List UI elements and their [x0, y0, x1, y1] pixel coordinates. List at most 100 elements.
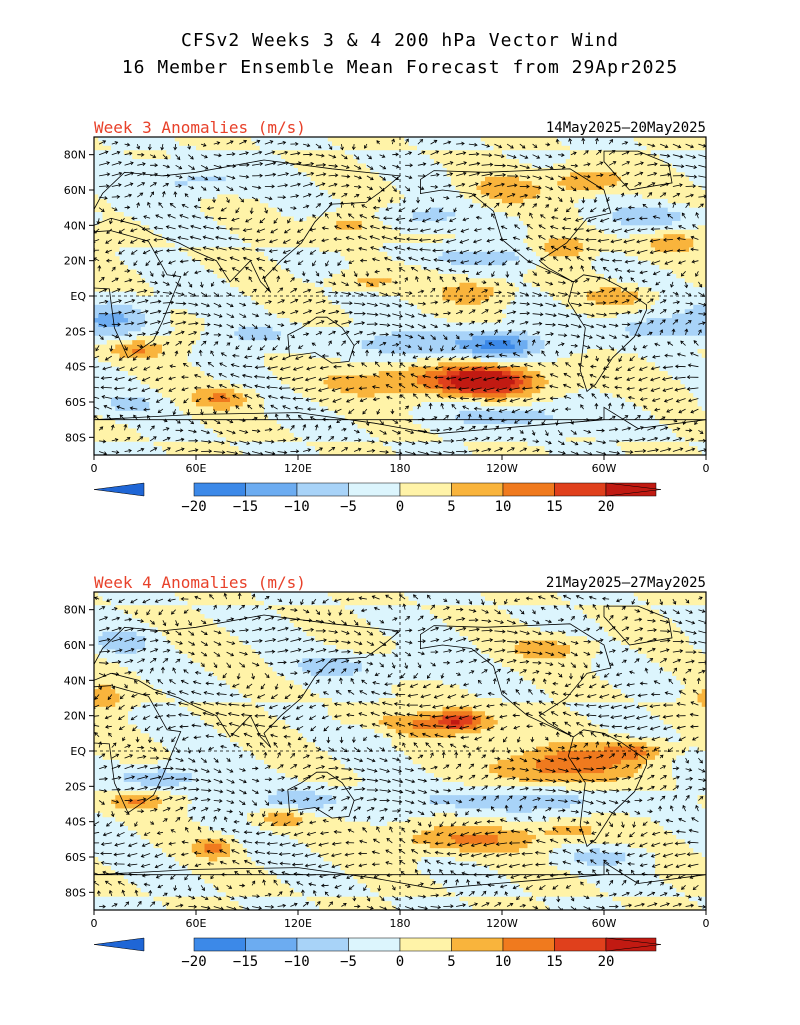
anomaly-cell — [557, 159, 563, 165]
anomaly-cell — [434, 287, 439, 293]
anomaly-cell — [621, 176, 626, 182]
anomaly-cell — [187, 198, 193, 204]
anomaly-cell — [272, 198, 278, 204]
anomaly-cell — [506, 181, 512, 187]
anomaly-cell — [357, 181, 363, 187]
anomaly-cell — [366, 190, 371, 196]
anomaly-cell — [616, 229, 622, 235]
anomaly-cell — [408, 269, 414, 275]
anomaly-cell — [145, 278, 150, 284]
anomaly-cell — [506, 247, 512, 253]
anomaly-cell — [646, 190, 652, 196]
anomaly-cell — [587, 154, 592, 160]
anomaly-cell — [383, 265, 388, 271]
anomaly-cell — [276, 234, 282, 240]
anomaly-cell — [599, 154, 605, 160]
anomaly-cell — [302, 137, 308, 143]
anomaly-cell — [281, 207, 286, 213]
anomaly-cell — [506, 220, 512, 226]
anomaly-cell — [561, 141, 567, 147]
anomaly-cell — [527, 243, 533, 249]
anomaly-cell — [701, 207, 706, 213]
anomaly-cell — [140, 150, 146, 156]
anomaly-cell — [391, 154, 397, 160]
anomaly-cell — [468, 278, 473, 284]
anomaly-cell — [633, 282, 639, 288]
anomaly-cell — [200, 207, 206, 213]
anomaly-cell — [251, 212, 257, 218]
anomaly-cell — [179, 278, 184, 284]
anomaly-cell — [680, 247, 686, 253]
anomaly-cell — [302, 181, 308, 187]
anomaly-cell — [162, 198, 167, 204]
anomaly-cell — [565, 150, 571, 156]
anomaly-cell — [111, 238, 116, 244]
anomaly-cell — [506, 190, 512, 196]
anomaly-cell — [213, 234, 218, 240]
anomaly-cell — [247, 137, 252, 143]
anomaly-cell — [629, 163, 635, 169]
anomaly-cell — [387, 167, 393, 173]
anomaly-cell — [582, 251, 588, 257]
anomaly-cell — [221, 243, 227, 249]
anomaly-cell — [659, 216, 665, 222]
anomaly-cell — [548, 229, 554, 235]
anomaly-cell — [310, 225, 316, 231]
anomaly-cell — [191, 172, 197, 178]
anomaly-cell — [459, 220, 465, 226]
anomaly-cell — [200, 137, 206, 143]
anomaly-cell — [485, 141, 490, 147]
anomaly-cell — [247, 181, 252, 187]
anomaly-cell — [480, 287, 486, 293]
anomaly-cell — [285, 256, 291, 262]
anomaly-cell — [463, 154, 469, 160]
anomaly-cell — [315, 163, 320, 169]
anomaly-cell — [489, 234, 495, 240]
anomaly-cell — [642, 190, 648, 196]
anomaly-cell — [374, 203, 380, 209]
anomaly-cell — [315, 251, 320, 257]
anomaly-cell — [561, 145, 567, 151]
anomaly-cell — [289, 163, 295, 169]
anomaly-cell — [221, 172, 227, 178]
anomaly-cell — [676, 181, 682, 187]
anomaly-cell — [506, 225, 512, 231]
anomaly-cell — [697, 150, 703, 156]
anomaly-cell — [128, 137, 133, 143]
anomaly-cell — [255, 238, 261, 244]
anomaly-cell — [638, 172, 643, 178]
anomaly-cell — [234, 220, 240, 226]
anomaly-cell — [412, 282, 418, 288]
anomaly-cell — [323, 181, 329, 187]
anomaly-cell — [412, 141, 418, 147]
anomaly-cell — [557, 212, 563, 218]
anomaly-cell — [655, 256, 660, 262]
anomaly-cell — [578, 260, 584, 266]
anomaly-cell — [98, 154, 104, 160]
anomaly-cell — [191, 229, 197, 235]
anomaly-cell — [689, 256, 694, 262]
anomaly-cell — [480, 225, 486, 231]
anomaly-cell — [544, 198, 550, 204]
anomaly-cell — [485, 273, 490, 279]
anomaly-cell — [149, 273, 155, 279]
anomaly-cell — [553, 282, 558, 288]
anomaly-cell — [510, 247, 516, 253]
anomaly-cell — [697, 238, 703, 244]
anomaly-cell — [374, 212, 380, 218]
anomaly-cell — [463, 163, 469, 169]
anomaly-cell — [115, 163, 121, 169]
anomaly-cell — [204, 282, 210, 288]
anomaly-cell — [383, 137, 388, 143]
anomaly-cell — [531, 234, 537, 240]
anomaly-cell — [506, 172, 512, 178]
anomaly-cell — [145, 234, 150, 240]
anomaly-cell — [259, 287, 265, 293]
anomaly-cell — [523, 269, 529, 275]
anomaly-cell — [519, 150, 524, 156]
anomaly-cell — [336, 207, 342, 213]
anomaly-cell — [540, 194, 546, 200]
anomaly-cell — [667, 181, 673, 187]
anomaly-cell — [455, 167, 461, 173]
anomaly-cell — [183, 154, 189, 160]
